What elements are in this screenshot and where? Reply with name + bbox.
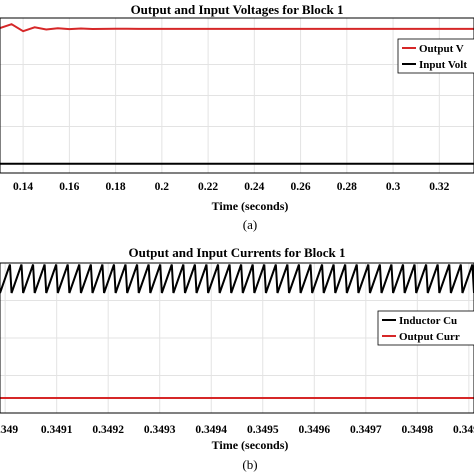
a-x-tick-label: 0.14 <box>13 181 33 193</box>
a-x-tick-label: 0.2 <box>155 181 170 193</box>
chart-a-series <box>0 23 474 165</box>
chart-b-legend-output-label: Output Curr <box>399 331 460 343</box>
chart-a-x-ticks: 0.14 0.16 0.18 0.2 0.22 0.24 0.26 0.28 0.3 0.32 <box>13 181 450 193</box>
chart-a-grid <box>0 18 474 173</box>
b-series-line-0 <box>0 264 474 294</box>
chart-a-legend-output-label: Output V <box>419 43 464 55</box>
b-x-tick-label: 0.3496 <box>298 424 330 436</box>
chart-b-xlabel: Time (seconds) <box>212 438 289 452</box>
b-x-tick-label: 0.3493 <box>144 424 176 436</box>
chart-b-legend-box <box>377 310 474 346</box>
chart-a-legend-box <box>397 38 474 74</box>
b-x-tick-label: 0.3494 <box>195 424 227 436</box>
b-x-tick-label: 0.3495 <box>247 424 279 436</box>
chart-b-legend: Inductor Cu Output Curr <box>377 310 474 346</box>
chart-a: Output and Input Voltages for Block 1 0.… <box>0 2 474 232</box>
b-x-tick-label: 0.3499 <box>453 424 474 436</box>
chart-b-legend-inductor-label: Inductor Cu <box>399 315 457 327</box>
chart-a-legend: Output V Input Volt <box>397 38 474 74</box>
chart-b: Output and Input Currents for Block 1 0.… <box>0 245 474 472</box>
chart-a-xlabel: Time (seconds) <box>212 199 289 213</box>
chart-a-title: Output and Input Voltages for Block 1 <box>131 2 344 17</box>
b-x-tick-label: 0.349 <box>0 424 18 436</box>
a-x-tick-label: 0.3 <box>386 181 401 193</box>
b-x-tick-label: 0.3497 <box>350 424 382 436</box>
a-x-tick-label: 0.24 <box>244 181 264 193</box>
chart-a-caption: (a) <box>243 217 257 232</box>
a-x-tick-label: 0.26 <box>291 181 311 193</box>
chart-b-axes-box <box>0 262 474 414</box>
b-x-tick-label: 0.3491 <box>41 424 73 436</box>
a-x-tick-label: 0.22 <box>198 181 218 193</box>
b-x-tick-label: 0.3492 <box>92 424 124 436</box>
chart-b-x-ticks: 0.349 0.3491 0.3492 0.3493 0.3494 0.3495 0.349… <box>0 424 474 436</box>
a-x-tick-label: 0.16 <box>59 181 79 193</box>
chart-a-axes-box <box>0 17 474 174</box>
chart-b-caption: (b) <box>242 457 257 472</box>
b-x-tick-label: 0.3498 <box>402 424 434 436</box>
chart-b-title: Output and Input Currents for Block 1 <box>129 245 346 260</box>
a-x-tick-label: 0.28 <box>337 181 357 193</box>
chart-b-series <box>0 264 474 399</box>
a-x-tick-label: 0.18 <box>106 181 126 193</box>
chart-a-legend-input-label: Input Volt <box>419 59 467 71</box>
a-x-tick-label: 0.32 <box>429 181 449 193</box>
a-series-line-0 <box>0 23 474 33</box>
